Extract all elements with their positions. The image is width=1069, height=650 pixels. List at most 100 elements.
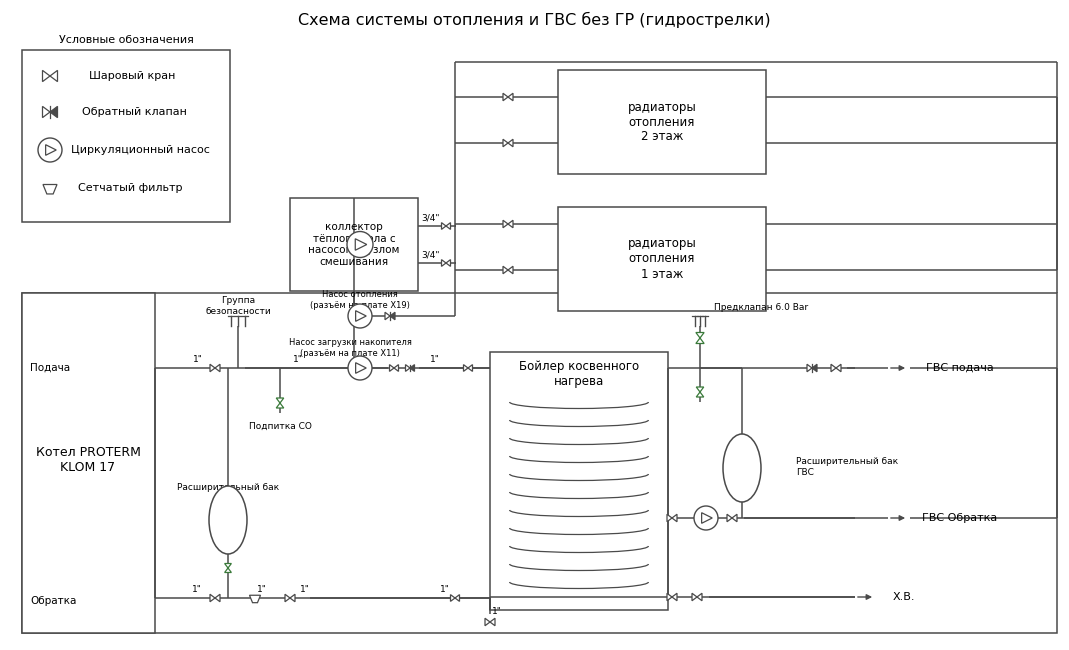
Polygon shape: [210, 364, 215, 372]
Polygon shape: [464, 365, 468, 371]
Circle shape: [348, 304, 372, 328]
Polygon shape: [285, 594, 290, 602]
Polygon shape: [696, 387, 703, 392]
Text: Х.В.: Х.В.: [893, 592, 915, 602]
Text: Циркуляционный насос: Циркуляционный насос: [71, 145, 210, 155]
Text: радиаторы
отопления
2 этаж: радиаторы отопления 2 этаж: [628, 101, 696, 144]
Text: Обратка: Обратка: [30, 596, 76, 606]
Polygon shape: [672, 593, 677, 601]
Polygon shape: [43, 185, 57, 194]
Polygon shape: [46, 145, 57, 155]
Text: Подача: Подача: [30, 363, 71, 373]
Polygon shape: [224, 564, 231, 568]
Polygon shape: [503, 139, 508, 147]
Text: 1": 1": [192, 584, 202, 593]
Polygon shape: [485, 618, 490, 626]
Polygon shape: [356, 363, 367, 373]
Polygon shape: [249, 595, 261, 603]
Text: ГВС Обратка: ГВС Обратка: [923, 513, 997, 523]
Polygon shape: [276, 398, 283, 403]
Bar: [490, 352, 668, 610]
Text: 1": 1": [440, 584, 450, 593]
Bar: [22, 50, 230, 222]
Text: 3/4": 3/4": [421, 250, 439, 259]
Polygon shape: [667, 514, 672, 522]
Polygon shape: [215, 364, 220, 372]
Polygon shape: [508, 266, 513, 274]
Text: радиаторы
отопления
1 этаж: радиаторы отопления 1 этаж: [628, 237, 696, 281]
Text: 1": 1": [492, 608, 501, 616]
Text: Сетчатый фильтр: Сетчатый фильтр: [78, 183, 182, 193]
Polygon shape: [441, 222, 446, 229]
Text: Расширительный бак
ГВС: Расширительный бак ГВС: [796, 458, 898, 476]
Polygon shape: [50, 70, 58, 82]
Polygon shape: [732, 514, 737, 522]
Polygon shape: [812, 364, 817, 372]
Text: Насос загрузки накопителя
(разъём на плате X11): Насос загрузки накопителя (разъём на пла…: [289, 338, 412, 358]
Polygon shape: [455, 595, 460, 601]
Text: 1": 1": [430, 354, 440, 363]
Ellipse shape: [723, 434, 761, 502]
Text: Условные обозначения: Условные обозначения: [59, 35, 193, 45]
Polygon shape: [696, 392, 703, 397]
Polygon shape: [276, 403, 283, 408]
Circle shape: [38, 138, 62, 162]
Polygon shape: [697, 593, 702, 601]
Polygon shape: [692, 593, 697, 601]
Polygon shape: [446, 259, 450, 266]
Polygon shape: [701, 513, 712, 523]
Text: Обратный клапан: Обратный клапан: [81, 107, 186, 117]
Polygon shape: [441, 259, 446, 266]
Polygon shape: [394, 365, 399, 371]
Circle shape: [347, 231, 373, 257]
Polygon shape: [508, 220, 513, 228]
Text: 1": 1": [193, 354, 203, 363]
Text: Бойлер косвенного
нагрева: Бойлер косвенного нагрева: [518, 360, 639, 388]
Polygon shape: [356, 311, 367, 321]
Polygon shape: [405, 365, 410, 371]
Text: Схема системы отопления и ГВС без ГР (гидрострелки): Схема системы отопления и ГВС без ГР (ги…: [297, 12, 771, 28]
Polygon shape: [385, 312, 390, 320]
Bar: [22, 293, 155, 633]
Polygon shape: [503, 266, 508, 274]
Polygon shape: [224, 568, 231, 573]
Polygon shape: [450, 595, 455, 601]
Text: Котел PROTERM
KLOM 17: Котел PROTERM KLOM 17: [35, 446, 140, 474]
Bar: [290, 198, 418, 291]
Polygon shape: [355, 239, 367, 250]
Text: Насос отопления
(разъём на плате X19): Насос отопления (разъём на плате X19): [310, 291, 409, 309]
Bar: [558, 207, 766, 311]
Polygon shape: [50, 107, 58, 118]
Polygon shape: [831, 364, 836, 372]
Polygon shape: [215, 594, 220, 602]
Circle shape: [694, 506, 718, 530]
Polygon shape: [410, 365, 415, 371]
Text: 1": 1": [257, 584, 267, 593]
Polygon shape: [672, 514, 677, 522]
Text: Шаровый кран: Шаровый кран: [89, 71, 175, 81]
Text: Группа
безопасности: Группа безопасности: [205, 296, 270, 316]
Polygon shape: [696, 333, 704, 338]
Polygon shape: [807, 364, 812, 372]
Text: коллектор
тёплого пола с
насосом и узлом
смешивания: коллектор тёплого пола с насосом и узлом…: [308, 222, 400, 267]
Polygon shape: [389, 365, 394, 371]
Polygon shape: [503, 220, 508, 228]
Polygon shape: [836, 364, 841, 372]
Text: 3/4": 3/4": [421, 213, 439, 222]
Polygon shape: [290, 594, 295, 602]
Polygon shape: [490, 618, 495, 626]
Polygon shape: [43, 107, 50, 118]
Polygon shape: [508, 139, 513, 147]
Polygon shape: [43, 70, 50, 82]
Text: 1": 1": [300, 584, 310, 593]
Text: 1": 1": [293, 354, 303, 363]
Polygon shape: [446, 222, 450, 229]
Polygon shape: [667, 593, 672, 601]
Circle shape: [348, 356, 372, 380]
Polygon shape: [390, 312, 396, 320]
Polygon shape: [727, 514, 732, 522]
Polygon shape: [210, 594, 215, 602]
Text: Расширительный бак: Расширительный бак: [177, 482, 279, 491]
Text: ГВС подача: ГВС подача: [926, 363, 994, 373]
Bar: [22, 293, 1057, 633]
